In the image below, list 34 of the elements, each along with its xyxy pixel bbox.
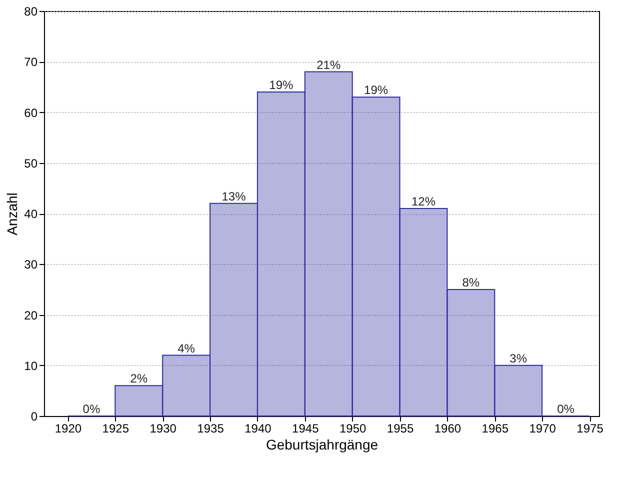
x-tick-label: 1945 (292, 422, 320, 436)
annotation: 13% (222, 189, 246, 204)
y-tick-label: 30 (24, 258, 38, 272)
annotation: 19% (269, 78, 294, 92)
y-axis-title: Anzahl (4, 192, 20, 236)
x-axis-title: Geburtsjahrgänge (266, 436, 378, 452)
annotation: 19% (364, 83, 388, 98)
x-tick-label: 1975 (576, 422, 604, 436)
x-tick-label: 1965 (482, 422, 509, 436)
annotation: 0% (557, 402, 575, 416)
x-tick-label: 1940 (244, 422, 272, 436)
y-tick-label: 60 (24, 106, 38, 120)
annotation: 21% (316, 58, 341, 72)
x-tick-label: 1925 (102, 422, 130, 436)
x-tick-label: 1935 (197, 422, 224, 436)
annotation: 2% (130, 372, 148, 386)
y-tick-label: 70 (24, 55, 38, 70)
x-tick-label: 1955 (386, 422, 414, 436)
y-tick-label: 40 (24, 207, 38, 221)
x-tick-label: 1930 (150, 422, 177, 436)
annotation: 4% (178, 341, 196, 356)
x-tick-label: 1960 (434, 422, 462, 436)
y-tick-label: 20 (24, 308, 38, 322)
annotation: 8% (462, 275, 480, 290)
x-tick-label: 1920 (54, 422, 82, 436)
annotation: 12% (411, 194, 436, 208)
x-tick-label: 1970 (529, 422, 556, 436)
annotation: 0% (82, 402, 100, 416)
annotation: 3% (510, 351, 528, 366)
y-tick-label: 0 (30, 410, 38, 424)
y-tick-label: 80 (24, 4, 38, 18)
y-tick-label: 50 (24, 156, 38, 170)
y-tick-label: 10 (24, 358, 38, 373)
x-tick-label: 1950 (339, 422, 367, 436)
